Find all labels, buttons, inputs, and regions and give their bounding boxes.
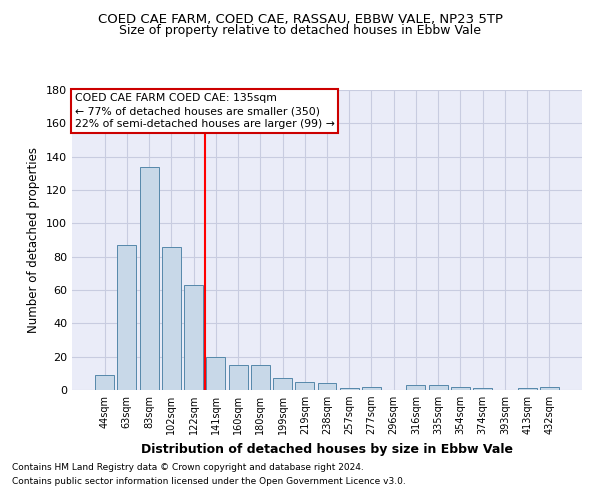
Bar: [362, 386, 381, 390]
Bar: [317, 384, 337, 390]
Bar: [473, 388, 492, 390]
Bar: [429, 385, 448, 390]
Bar: [118, 245, 136, 390]
Y-axis label: Number of detached properties: Number of detached properties: [28, 147, 40, 333]
Bar: [184, 285, 203, 390]
Bar: [206, 356, 225, 390]
Bar: [451, 386, 470, 390]
X-axis label: Distribution of detached houses by size in Ebbw Vale: Distribution of detached houses by size …: [141, 442, 513, 456]
Bar: [95, 375, 114, 390]
Bar: [251, 365, 270, 390]
Text: Contains HM Land Registry data © Crown copyright and database right 2024.: Contains HM Land Registry data © Crown c…: [12, 464, 364, 472]
Bar: [518, 388, 536, 390]
Text: Size of property relative to detached houses in Ebbw Vale: Size of property relative to detached ho…: [119, 24, 481, 37]
Bar: [295, 382, 314, 390]
Bar: [340, 388, 359, 390]
Bar: [140, 166, 158, 390]
Bar: [229, 365, 248, 390]
Bar: [162, 246, 181, 390]
Bar: [406, 385, 425, 390]
Text: Contains public sector information licensed under the Open Government Licence v3: Contains public sector information licen…: [12, 477, 406, 486]
Bar: [273, 378, 292, 390]
Text: COED CAE FARM COED CAE: 135sqm
← 77% of detached houses are smaller (350)
22% of: COED CAE FARM COED CAE: 135sqm ← 77% of …: [74, 93, 334, 130]
Bar: [540, 386, 559, 390]
Text: COED CAE FARM, COED CAE, RASSAU, EBBW VALE, NP23 5TP: COED CAE FARM, COED CAE, RASSAU, EBBW VA…: [97, 12, 503, 26]
